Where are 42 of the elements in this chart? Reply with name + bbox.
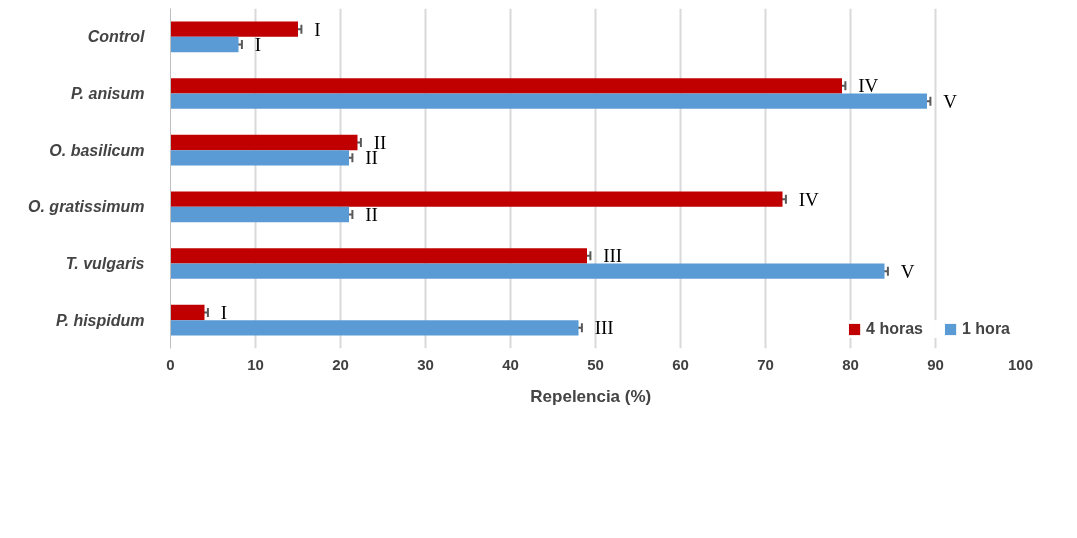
data-label: III (594, 317, 614, 339)
data-label: III (603, 245, 623, 267)
legend-label: 1 hora (961, 320, 1010, 338)
data-label: II (365, 203, 378, 225)
y-tick-label: Control (87, 28, 146, 46)
bar (170, 191, 783, 207)
bar (170, 150, 349, 166)
bar (170, 21, 298, 37)
bar (170, 320, 579, 336)
data-label: IV (858, 75, 879, 97)
x-tick-label: 0 (166, 355, 175, 373)
bar (170, 134, 358, 151)
y-tick-label: O. gratissimum (28, 198, 145, 216)
bar (170, 304, 205, 321)
x-axis-title: Repelencia (%) (530, 386, 652, 406)
data-label: V (943, 90, 958, 112)
x-tick-label: 100 (1007, 355, 1034, 373)
y-tick-label: T. vulgaris (65, 255, 145, 272)
bar (170, 248, 587, 264)
y-tick-label: P. hispidum (55, 311, 145, 329)
x-tick-label: 60 (672, 355, 689, 373)
x-tick-label: 50 (587, 355, 604, 373)
data-label: V (900, 260, 915, 282)
data-label: I (220, 302, 227, 324)
x-tick-label: 70 (757, 355, 774, 373)
y-tick-label: O. basilicum (49, 141, 145, 159)
bar (170, 93, 927, 109)
data-label: I (254, 33, 261, 55)
bar (170, 263, 885, 279)
y-tick-label: P. anisum (70, 85, 145, 102)
x-tick-label: 40 (502, 355, 519, 373)
x-tick-label: 80 (842, 355, 859, 373)
legend-label: 4 horas (866, 320, 923, 338)
bar (170, 206, 349, 223)
bar (170, 78, 842, 94)
x-tick-label: 30 (417, 355, 434, 373)
x-tick-label: 10 (247, 355, 264, 373)
data-label: I (314, 18, 321, 40)
x-tick-label: 90 (927, 355, 944, 373)
data-label: IV (798, 188, 819, 210)
bar (170, 36, 239, 53)
x-tick-label: 20 (332, 355, 349, 373)
